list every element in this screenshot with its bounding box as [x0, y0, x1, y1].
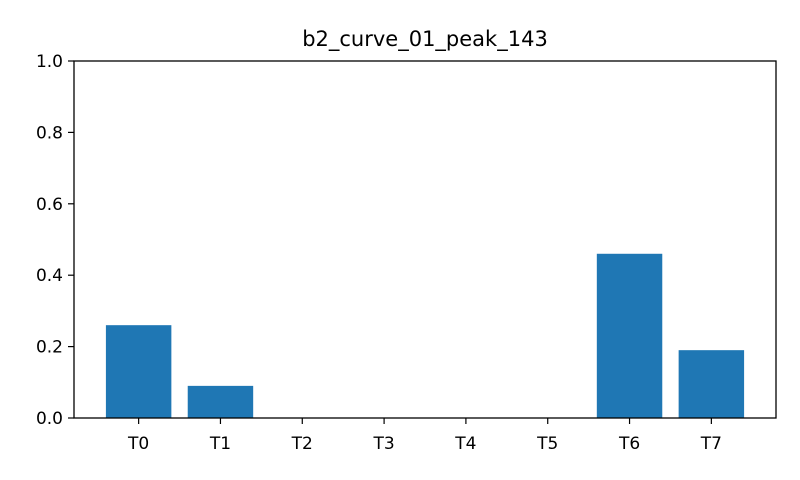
- chart-title: b2_curve_01_peak_143: [302, 27, 548, 52]
- x-tick-label-t3: T3: [372, 434, 394, 454]
- bars-group: [105, 253, 745, 418]
- y-tick-label: 0.4: [36, 266, 63, 286]
- x-tick-label-t6: T6: [618, 434, 640, 454]
- bar-t6: [596, 253, 663, 418]
- y-tick-label: 0.0: [36, 409, 63, 429]
- plot-frame: [73, 60, 777, 419]
- x-tick-label-t1: T1: [209, 434, 231, 454]
- y-tick-label: 0.2: [36, 338, 63, 358]
- y-axis: 0.0 0.2 0.4 0.6 0.8 1.0: [36, 52, 74, 429]
- y-tick-label: 1.0: [36, 52, 63, 72]
- x-axis: T0 T1 T2 T3 T4 T5 T6 T7: [127, 418, 722, 454]
- x-tick-label-t7: T7: [700, 434, 722, 454]
- x-tick-label-t5: T5: [536, 434, 558, 454]
- y-tick-label: 0.6: [36, 195, 63, 215]
- y-tick-label: 0.8: [36, 123, 63, 143]
- bar-t1: [187, 385, 254, 418]
- x-tick-label-t4: T4: [454, 434, 476, 454]
- x-tick-label-t0: T0: [127, 434, 149, 454]
- bar-t0: [105, 325, 172, 418]
- x-tick-label-t2: T2: [291, 434, 313, 454]
- bar-t7: [678, 350, 745, 418]
